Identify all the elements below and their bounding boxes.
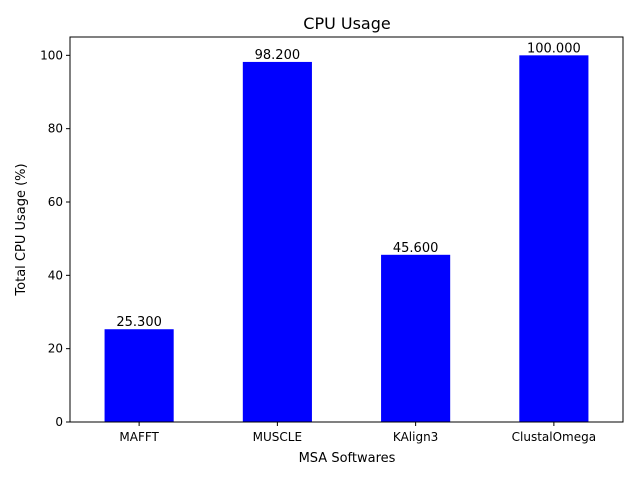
axes-frame [69,36,624,423]
data-label: 25.300 [116,315,162,330]
data-label: 98.200 [255,48,301,63]
bar-muscle [242,61,312,422]
chart-title: CPU Usage [303,14,390,33]
y-tick-label: 80 [48,122,63,136]
y-tick-label: 60 [48,195,63,209]
y-tick-label: 100 [40,48,63,62]
bar-clustalomega [519,55,589,422]
plot-area: 0 20 40 60 80 100 25.300 MAFFT 98.200 MUSCLE 45.60… [40,41,596,444]
bar-kalign3 [381,254,451,422]
x-tick-label: ClustalOmega [512,430,596,444]
y-axis-label: Total CPU Usage (%) [14,163,29,296]
data-label: 45.600 [393,241,439,256]
x-tick-label: MAFFT [119,430,159,444]
y-tick-label: 20 [48,342,63,356]
y-tick-label: 0 [55,415,63,429]
x-axis-label: MSA Softwares [299,451,396,466]
data-label: 100.000 [527,41,581,56]
y-tick-label: 40 [48,268,63,282]
x-tick-label: MUSCLE [253,430,302,444]
bar-mafft [104,329,174,422]
x-tick-label: KAlign3 [393,430,438,444]
